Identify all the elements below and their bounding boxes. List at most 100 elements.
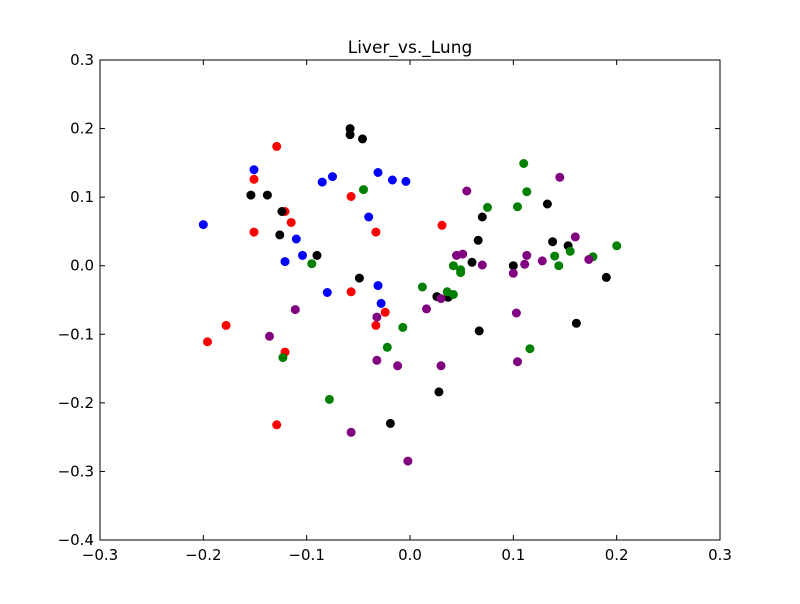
data-point (570, 232, 580, 242)
y-tick-label: −0.3 (58, 462, 94, 480)
data-point (298, 250, 307, 260)
data-point (290, 305, 300, 315)
data-point (385, 418, 395, 428)
data-point (272, 420, 282, 430)
data-point (436, 294, 446, 304)
x-tick-label: 0.3 (708, 546, 732, 564)
data-point (548, 237, 558, 247)
data-point (612, 241, 622, 251)
data-point (286, 218, 296, 227)
data-point (417, 282, 427, 292)
data-point (513, 202, 522, 212)
data-point (280, 257, 290, 267)
data-point (522, 187, 532, 197)
data-point (601, 272, 611, 282)
chart-title: Liver_vs._Lung (348, 38, 473, 58)
y-tick-label: 0.2 (70, 120, 94, 138)
plot-frame (99, 59, 721, 541)
x-tick-label: −0.2 (185, 546, 221, 564)
data-point (246, 190, 256, 200)
x-tick-label: 0.2 (605, 546, 629, 564)
data-point (571, 318, 581, 328)
data-point (387, 175, 397, 185)
data-point (346, 427, 356, 437)
data-point (324, 394, 334, 404)
data-points (198, 124, 622, 466)
data-point (436, 361, 446, 371)
data-point (519, 159, 529, 168)
x-tick-label: −0.1 (288, 546, 324, 564)
data-point (542, 199, 552, 209)
data-point (473, 235, 483, 245)
data-point (328, 172, 337, 182)
y-tick-label: −0.1 (58, 325, 94, 343)
data-point (358, 134, 367, 144)
data-point (550, 251, 560, 261)
data-point (434, 387, 444, 397)
y-tick-label: 0.1 (70, 188, 94, 206)
data-point (467, 257, 477, 267)
data-point (513, 357, 522, 367)
data-point (307, 259, 317, 269)
data-point (555, 172, 565, 182)
y-tick-label: 0.0 (70, 257, 94, 275)
data-point (456, 268, 466, 278)
data-point (448, 261, 458, 271)
data-point (393, 361, 403, 371)
data-point (322, 288, 332, 297)
data-point (275, 230, 285, 240)
data-point (565, 246, 575, 256)
data-point (508, 268, 518, 278)
data-point (312, 250, 322, 260)
data-point (373, 281, 383, 291)
data-point (364, 212, 374, 222)
data-point (382, 342, 392, 352)
data-point (359, 185, 368, 195)
data-point (474, 326, 484, 336)
data-point (198, 220, 208, 230)
data-point (422, 304, 431, 314)
data-point (372, 312, 382, 322)
data-point (249, 174, 259, 184)
data-point (477, 212, 487, 222)
data-point (265, 331, 274, 341)
data-point (345, 130, 355, 140)
data-point (511, 308, 521, 318)
data-point (371, 227, 381, 237)
y-tick-label: −0.4 (58, 531, 94, 549)
data-point (462, 186, 472, 196)
data-point (203, 337, 212, 347)
data-point (554, 261, 564, 271)
data-point (221, 320, 231, 330)
y-tick-label: 0.3 (70, 51, 94, 69)
data-point (483, 202, 492, 212)
data-point (525, 344, 535, 354)
data-point (376, 298, 386, 308)
x-tick-label: 0.0 (398, 546, 422, 564)
data-point (403, 456, 413, 466)
data-point (508, 261, 518, 271)
data-point (262, 190, 272, 200)
data-point (278, 353, 288, 363)
data-point (477, 260, 487, 270)
data-point (249, 165, 259, 175)
data-point (317, 177, 327, 187)
data-point (371, 320, 381, 330)
data-point (346, 287, 356, 297)
data-point (354, 273, 364, 283)
data-point (584, 255, 594, 264)
data-point (437, 220, 447, 230)
data-point (249, 227, 259, 237)
data-point (372, 355, 382, 365)
y-tick-label: −0.2 (58, 394, 94, 412)
data-point (277, 207, 287, 216)
data-point (398, 322, 408, 332)
axis-ticks: −0.3 −0.2 −0.1 0.0 0.1 0.2 0.3 0.3 0.2 0.1 0.0 −0.1… (58, 51, 732, 564)
data-point (291, 234, 301, 244)
data-point (537, 256, 547, 266)
data-point (522, 250, 532, 260)
data-point (458, 249, 468, 259)
data-point (346, 192, 356, 201)
